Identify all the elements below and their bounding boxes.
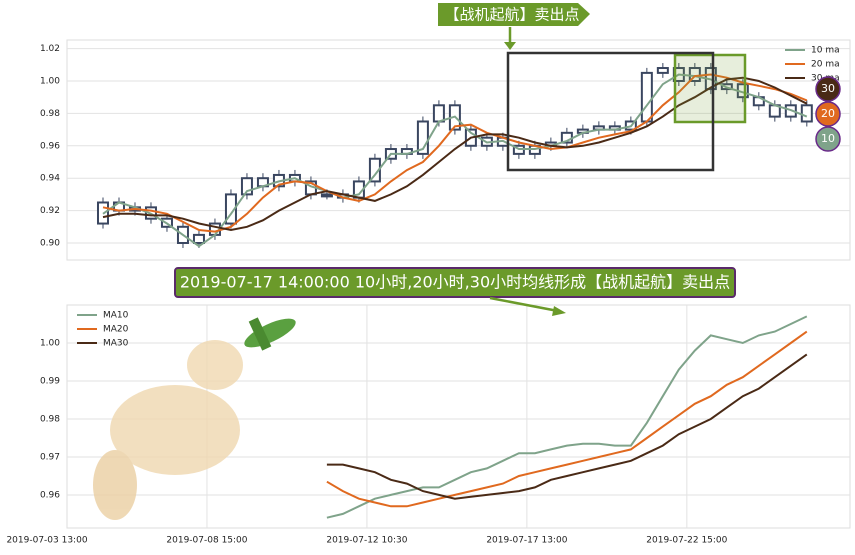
badge [815, 126, 841, 152]
candle [320, 193, 333, 198]
x-tick-label: 2019-07-03 13:00 [6, 536, 87, 546]
y-tick-label: 0.92 [40, 206, 60, 216]
y-tick-label: 0.90 [40, 238, 60, 248]
y-tick-label: 0.99 [40, 376, 60, 386]
y-tick-label: 0.98 [40, 109, 60, 119]
arrow-head [552, 306, 566, 316]
y-tick-label: 1.02 [40, 44, 60, 54]
badge [815, 76, 841, 102]
arrow [489, 296, 559, 313]
badge-label: 10 [821, 132, 835, 145]
ma-line [326, 353, 808, 500]
dog [93, 340, 243, 520]
candle [640, 71, 653, 123]
badge [815, 101, 841, 127]
candle [416, 120, 429, 155]
candle [656, 67, 669, 74]
legend-label: MA30 [103, 339, 129, 349]
y-tick-label: 0.98 [40, 414, 60, 424]
y-tick-label: 0.96 [40, 141, 60, 151]
candle [800, 104, 813, 123]
annotation: 2019-07-17 14:00:00 10小时,20小时,30小时均线形成【战… [180, 273, 730, 292]
badge-label: 30 [821, 82, 835, 95]
x-tick-label: 2019-07-17 13:00 [486, 536, 567, 546]
annotation: 【战机起航】卖出点 [444, 6, 579, 24]
ma-line [326, 330, 808, 508]
annotation-box [438, 3, 590, 26]
region-box [506, 51, 715, 172]
legend-label: MA20 [103, 325, 129, 335]
candle [688, 67, 701, 82]
candle [192, 233, 205, 244]
y-tick-label: 1.00 [40, 76, 60, 86]
y-tick-label: 0.94 [40, 174, 60, 184]
y-tick-label: 0.96 [40, 490, 60, 500]
ma-line [102, 73, 808, 233]
arrow-head [504, 42, 516, 50]
y-tick-label: 1.00 [40, 338, 60, 348]
legend-label: 20 ma [811, 60, 840, 70]
annotation-box [174, 267, 736, 298]
x-tick-label: 2019-07-08 15:00 [166, 536, 247, 546]
candle [368, 157, 381, 183]
badge-label: 20 [821, 107, 835, 120]
legend-label: 10 ma [811, 46, 840, 56]
candle [240, 177, 253, 196]
legend-label: MA10 [103, 311, 129, 321]
candle [432, 104, 445, 123]
x-tick-label: 2019-07-22 15:00 [646, 536, 727, 546]
ma-line [102, 76, 808, 232]
x-tick-label: 2019-07-12 10:30 [326, 536, 407, 546]
plane [244, 317, 296, 351]
ma-line [326, 315, 808, 519]
highlight-box [673, 53, 747, 124]
y-tick-label: 0.97 [40, 452, 60, 462]
candle [224, 193, 237, 225]
